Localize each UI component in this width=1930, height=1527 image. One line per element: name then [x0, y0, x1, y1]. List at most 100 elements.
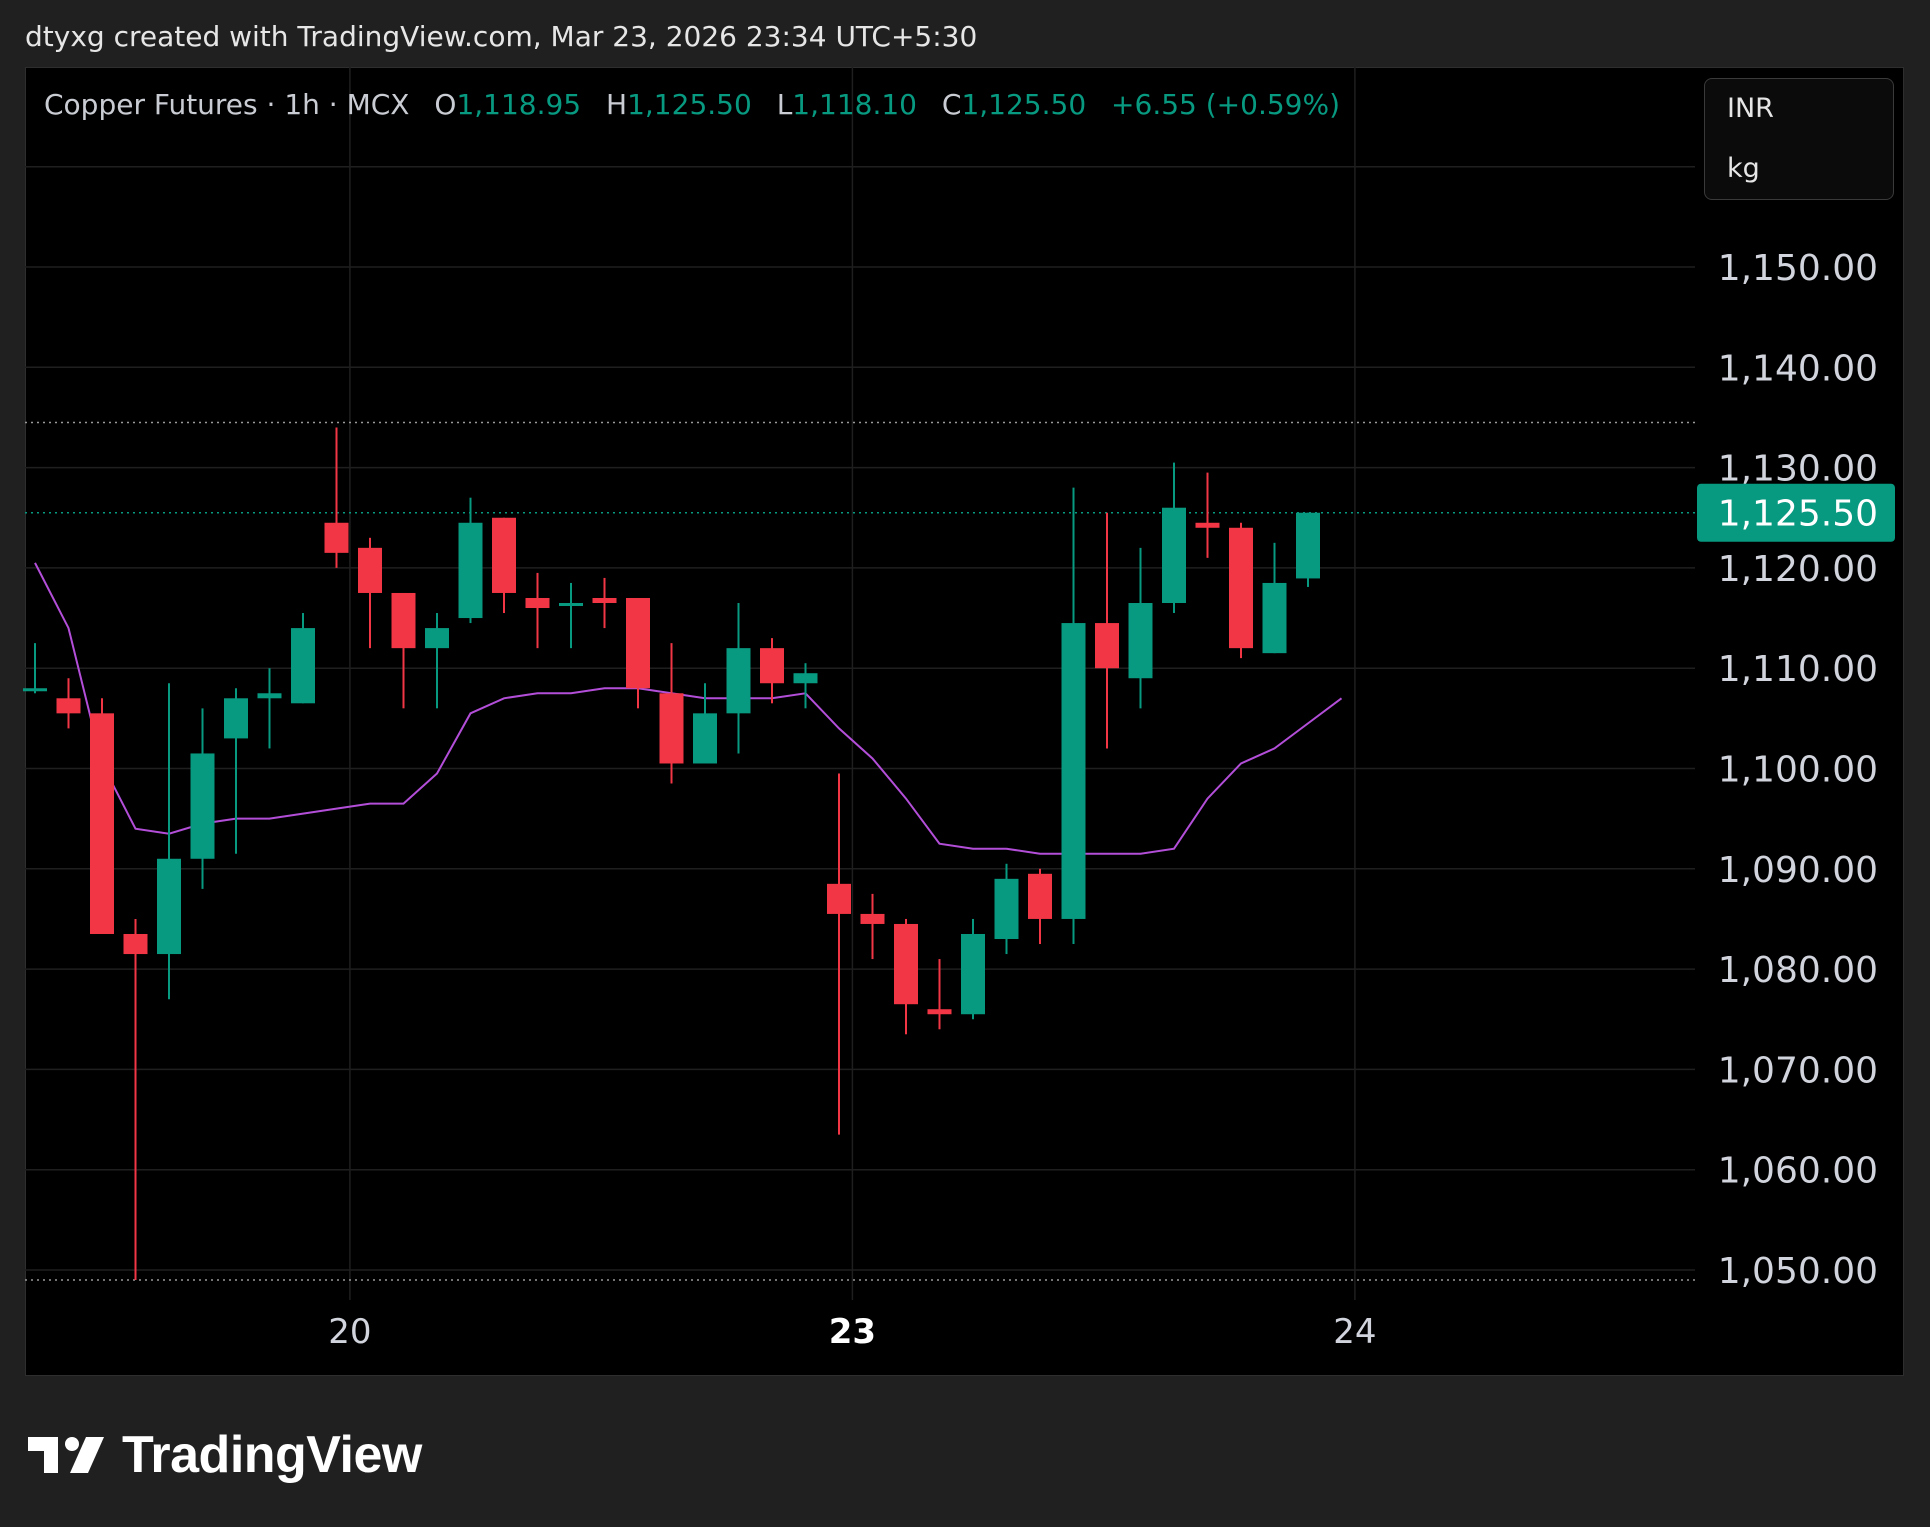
candle: [1262, 542, 1287, 654]
last-price-badge: [1697, 483, 1895, 542]
candle: [927, 959, 952, 1030]
chart-credit: dtyxg created with TradingView.com, Mar …: [25, 20, 978, 53]
candle-body: [56, 698, 81, 714]
candle-body: [425, 628, 449, 649]
price-tick-label: 1,130.00: [1718, 449, 1878, 490]
candle: [458, 497, 483, 624]
price-tick-label: 1,080.00: [1718, 950, 1878, 991]
moving-average-line: [34, 562, 1343, 855]
close-label: C: [941, 88, 962, 121]
candles: [23, 427, 1320, 1281]
candle-body: [693, 713, 717, 764]
candle-body: [760, 648, 784, 684]
candle-body: [525, 597, 550, 609]
open-value: 1,118.95: [456, 88, 582, 121]
candle: [224, 688, 248, 854]
candle: [693, 683, 717, 764]
high-label: H: [606, 88, 628, 121]
candle-body: [190, 753, 215, 859]
candle: [726, 603, 751, 754]
symbol-title[interactable]: Copper Futures · 1h · MCX: [44, 88, 410, 121]
candle: [1162, 462, 1186, 614]
price-tick-label: 1,070.00: [1718, 1050, 1878, 1091]
candle: [1195, 472, 1220, 558]
candle: [257, 668, 282, 749]
candle-body: [626, 597, 650, 689]
candle-body: [894, 923, 918, 1005]
candle-body: [961, 933, 985, 1015]
candle-body: [659, 693, 684, 764]
candle-body: [726, 648, 751, 714]
time-tick-label: 23: [829, 1312, 876, 1352]
candle: [592, 577, 617, 629]
reference-lines: [25, 421, 1695, 1281]
candle-body: [793, 673, 818, 684]
tradingview-logo-icon: [28, 1437, 104, 1473]
ohlc-legend: Copper Futures · 1h · MCX O1,118.95 H1,1…: [44, 88, 1340, 121]
candle-body: [123, 933, 148, 955]
tradingview-logo: TradingView: [28, 1425, 422, 1485]
candle: [860, 893, 885, 960]
candle: [291, 613, 315, 704]
candle-body: [257, 693, 282, 699]
candle: [1028, 868, 1052, 945]
currency-label: INR: [1727, 93, 1774, 124]
candle: [90, 698, 114, 934]
price-tick-label: 1,090.00: [1718, 850, 1878, 891]
price-tick-label: 1,140.00: [1718, 348, 1878, 389]
grid-lines: [25, 67, 1695, 1300]
candle-body: [860, 913, 885, 924]
candle-body: [1262, 582, 1287, 654]
currency-unit-box[interactable]: INR kg: [1704, 78, 1894, 200]
candle: [492, 517, 516, 614]
candle-body: [1061, 623, 1086, 919]
change-value: +6.55 (+0.59%): [1111, 88, 1341, 121]
candle-body: [224, 698, 248, 739]
candle: [760, 638, 784, 704]
unit-label: kg: [1727, 153, 1760, 184]
candle: [827, 773, 851, 1135]
candle-body: [492, 517, 516, 593]
candle: [626, 597, 650, 709]
candle-body: [23, 688, 47, 692]
candle: [1095, 512, 1119, 749]
candle: [1296, 512, 1320, 587]
candle: [157, 683, 181, 1000]
candle-body: [1296, 512, 1320, 579]
candle-body: [157, 858, 181, 955]
candle-body: [1195, 522, 1220, 528]
candle: [123, 918, 148, 1281]
candle: [1128, 547, 1153, 709]
candle: [793, 663, 818, 709]
close-value: 1,125.50: [961, 88, 1087, 121]
candle-body: [291, 628, 315, 704]
candle: [1061, 487, 1086, 945]
candle: [525, 572, 550, 649]
last-price-marker: 1,125.50: [1697, 483, 1895, 542]
price-tick-label: 1,100.00: [1718, 750, 1878, 791]
candle: [56, 678, 81, 729]
time-axis: 20 23 24: [328, 1312, 1376, 1352]
low-value: 1,118.10: [792, 88, 917, 121]
candle-body: [1229, 527, 1253, 649]
candle-body: [90, 713, 114, 934]
high-value: 1,125.50: [627, 88, 752, 121]
brand-name: TradingView: [122, 1426, 422, 1484]
chart-panel[interactable]: [25, 67, 1904, 1376]
candle-body: [927, 1009, 952, 1015]
candle: [559, 582, 583, 649]
candle: [358, 537, 382, 649]
price-tick-label: 1,050.00: [1718, 1251, 1878, 1292]
price-tick-label: 1,110.00: [1718, 649, 1878, 690]
candle-body: [458, 522, 483, 619]
time-tick-label: 24: [1333, 1312, 1376, 1352]
candle: [324, 427, 349, 568]
open-label: O: [434, 88, 457, 121]
candle: [894, 918, 918, 1035]
candle-body: [391, 592, 416, 649]
price-axis: 1,050.00 1,060.00 1,070.00 1,080.00 1,090.00…: [1718, 248, 1878, 1292]
candle: [425, 613, 449, 709]
candle: [961, 918, 985, 1020]
candle: [391, 592, 416, 709]
